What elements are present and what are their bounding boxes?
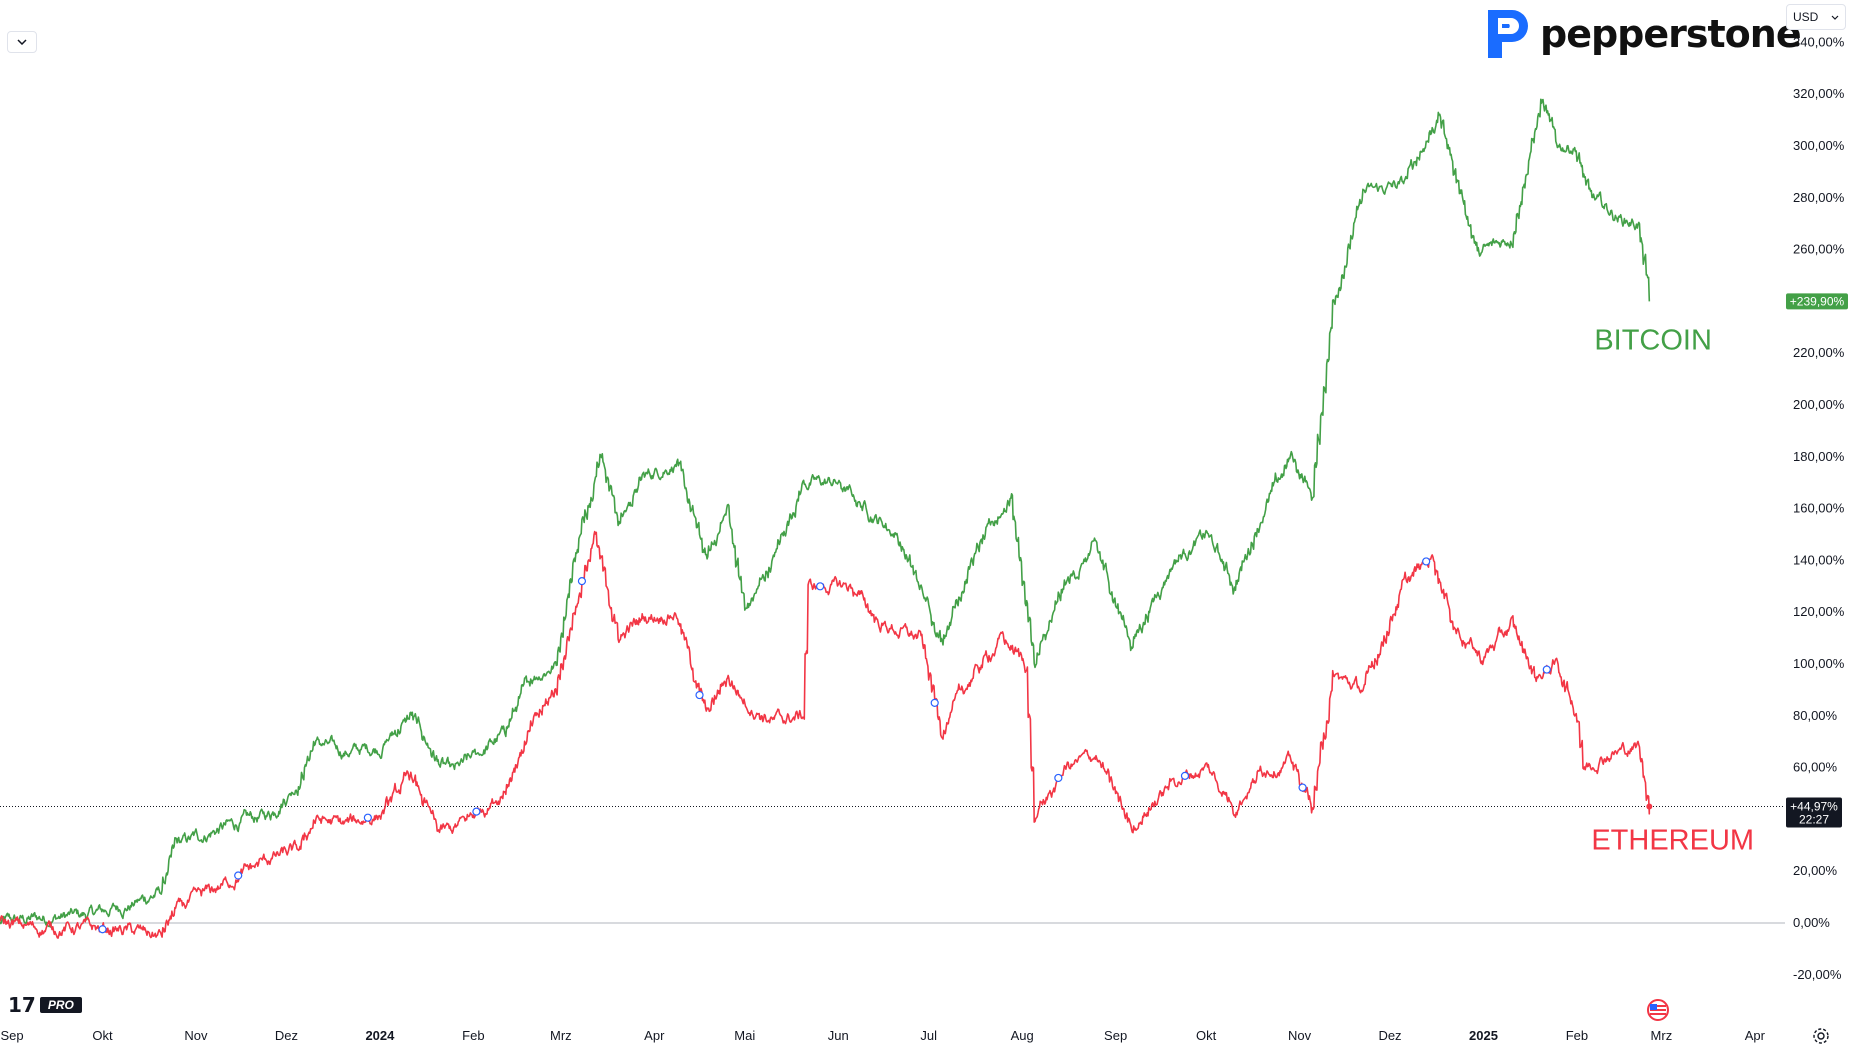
event-marker[interactable]: [1542, 665, 1551, 674]
y-tick-label: 340,00%: [1793, 34, 1845, 49]
event-marker[interactable]: [472, 807, 481, 816]
y-tick-label: 160,00%: [1793, 501, 1845, 516]
event-marker[interactable]: [234, 871, 243, 880]
x-tick-label: Feb: [462, 1028, 484, 1043]
bitcoin-price-tag: [1786, 293, 1848, 310]
x-tick-label: Mai: [734, 1028, 755, 1043]
x-tick-label: Jun: [828, 1028, 849, 1043]
series-layer: [0, 98, 1651, 939]
series-line-ethereum: [0, 530, 1651, 939]
y-tick-label: 60,00%: [1793, 760, 1838, 775]
event-marker[interactable]: [1180, 771, 1190, 780]
bitcoin-price-tag-text: +239,90%: [1790, 294, 1845, 308]
y-tick-label: -20,00%: [1793, 967, 1842, 982]
x-tick-label: Nov: [184, 1028, 208, 1043]
pro-badge: PRO: [39, 997, 82, 1013]
event-marker[interactable]: [363, 813, 372, 822]
series-line-bitcoin: [0, 98, 1651, 928]
x-tick-label: Dez: [275, 1028, 298, 1043]
x-tick-label: Apr: [644, 1028, 665, 1043]
tradingview-logo[interactable]: 17 PRO: [8, 993, 82, 1017]
x-tick-label: Sep: [0, 1028, 23, 1043]
us-flag-icon[interactable]: [1644, 999, 1672, 1021]
y-tick-label: 100,00%: [1793, 656, 1845, 671]
x-tick-label: Mrz: [550, 1028, 572, 1043]
ethereum-price-tag-time: 22:27: [1799, 812, 1829, 826]
pepperstone-logo: pepperstone: [1478, 6, 1802, 62]
event-marker[interactable]: [930, 698, 939, 707]
event-marker[interactable]: [816, 582, 825, 591]
event-markers: [98, 557, 1551, 934]
x-tick-label: 2025: [1469, 1028, 1498, 1043]
x-tick-label: Sep: [1104, 1028, 1127, 1043]
event-marker[interactable]: [695, 690, 704, 700]
chevron-down-icon: [1831, 15, 1839, 20]
y-tick-label: 120,00%: [1793, 604, 1845, 619]
x-tick-label: Aug: [1011, 1028, 1034, 1043]
collapse-button[interactable]: [7, 31, 37, 53]
y-tick-label: 20,00%: [1793, 863, 1838, 878]
event-marker[interactable]: [577, 577, 587, 586]
event-marker[interactable]: [1422, 557, 1431, 566]
tradingview-mark: 17: [8, 993, 36, 1017]
x-axis[interactable]: Sep Okt Nov Dez 2024 Feb Mrz Apr Mai Jun Jul Aug Sep…: [0, 1028, 1765, 1043]
x-tick-label: Apr: [1745, 1028, 1766, 1043]
y-tick-label: 80,00%: [1793, 708, 1838, 723]
y-tick-label: 140,00%: [1793, 552, 1845, 567]
last-price-line: [0, 803, 1785, 810]
y-tick-label: 220,00%: [1793, 345, 1845, 360]
ethereum-price-tag: [1786, 797, 1842, 828]
pepperstone-wordmark: pepperstone: [1540, 12, 1802, 56]
y-tick-label: 180,00%: [1793, 449, 1845, 464]
event-marker[interactable]: [98, 925, 107, 934]
chevron-down-icon: [17, 39, 27, 45]
event-marker[interactable]: [1298, 783, 1307, 792]
bitcoin-series-label: BITCOIN: [1594, 324, 1712, 356]
pepperstone-logo-icon: [1488, 10, 1528, 58]
event-marker[interactable]: [1054, 773, 1063, 783]
x-tick-label: Mrz: [1651, 1028, 1673, 1043]
y-tick-label: 260,00%: [1793, 242, 1845, 257]
currency-selector[interactable]: USD: [1786, 4, 1846, 30]
x-tick-label: Feb: [1566, 1028, 1588, 1043]
ethereum-price-tag-value: +44,97%: [1790, 799, 1838, 813]
x-tick-label: Jul: [920, 1028, 937, 1043]
ethereum-series-label: ETHEREUM: [1591, 824, 1754, 856]
x-tick-label: Nov: [1288, 1028, 1312, 1043]
y-tick-label: 320,00%: [1793, 86, 1845, 101]
series-labels: BITCOIN ETHEREUM: [1591, 324, 1754, 856]
y-tick-label: 300,00%: [1793, 138, 1845, 153]
x-tick-label: Okt: [1196, 1028, 1217, 1043]
y-tick-label: 280,00%: [1793, 190, 1845, 205]
price-tags: +239,90% +44,97%22:27: [1786, 293, 1848, 828]
y-tick-label: 200,00%: [1793, 397, 1845, 412]
x-tick-label: Okt: [92, 1028, 113, 1043]
currency-label: USD: [1793, 10, 1819, 24]
y-tick-label: 0,00%: [1793, 915, 1830, 930]
x-tick-label: Dez: [1378, 1028, 1401, 1043]
x-tick-label: 2024: [365, 1028, 395, 1043]
gear-icon[interactable]: [1812, 1027, 1830, 1045]
y-axis[interactable]: -20,00%0,00%20,00%40,00%60,00%80,00%100,…: [1793, 34, 1845, 981]
